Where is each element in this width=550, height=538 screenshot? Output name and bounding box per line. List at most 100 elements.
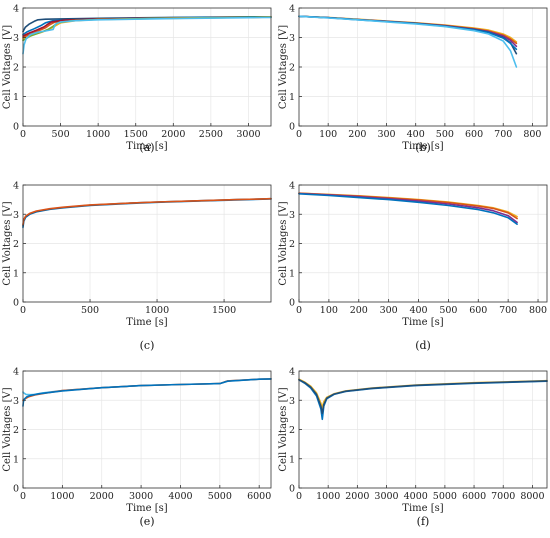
y-tick-label: 4	[289, 4, 295, 15]
x-tick-label: 0	[20, 305, 26, 316]
x-tick-label: 600	[469, 305, 487, 316]
x-tick-label: 100	[319, 129, 337, 140]
y-tick-label: 3	[13, 210, 19, 221]
y-tick-label: 0	[13, 298, 19, 309]
x-tick-label: 8000	[520, 491, 544, 502]
x-axis-label: Time [s]	[402, 141, 443, 152]
y-tick-label: 4	[13, 4, 19, 15]
y-tick-label: 0	[289, 298, 295, 309]
x-tick-label: 0	[20, 129, 26, 140]
y-tick-label: 3	[13, 33, 19, 44]
x-tick-label: 700	[499, 305, 517, 316]
y-tick-label: 1	[289, 454, 295, 465]
y-tick-label: 1	[289, 268, 295, 279]
y-axis-label: Cell Voltages [V]	[2, 387, 13, 471]
x-tick-label: 800	[529, 305, 547, 316]
x-tick-label: 1500	[212, 305, 236, 316]
x-tick-label: 5000	[208, 491, 232, 502]
y-axis-label: Cell Voltages [V]	[278, 25, 289, 109]
x-tick-label: 0	[296, 305, 302, 316]
x-tick-label: 500	[436, 129, 454, 140]
chart-panel-a: 0 500 1000 1500 2000 2500 3000 0 1 2 3 4 Time [s] Cel…	[2, 4, 272, 154]
x-tick-label: 0	[296, 491, 302, 502]
x-tick-label: 4000	[404, 491, 428, 502]
y-tick-label: 3	[289, 33, 295, 44]
panel-caption: (c)	[140, 339, 155, 352]
series-line	[22, 198, 272, 229]
x-axis-label: Time [s]	[402, 317, 443, 328]
series-line	[298, 192, 518, 218]
x-tick-label: 400	[409, 305, 427, 316]
y-axis-label: Cell Voltages [V]	[278, 387, 289, 471]
series-line	[22, 378, 272, 402]
y-tick-label: 4	[289, 181, 295, 192]
x-tick-label: 1000	[316, 491, 340, 502]
y-tick-label: 2	[289, 63, 295, 74]
x-tick-label: 2000	[161, 129, 185, 140]
y-axis-label: Cell Voltages [V]	[2, 201, 13, 285]
x-tick-label: 200	[350, 305, 368, 316]
series-line	[298, 15, 518, 43]
x-tick-label: 300	[380, 305, 398, 316]
x-tick-label: 500	[439, 305, 457, 316]
x-tick-label: 400	[407, 129, 425, 140]
x-tick-label: 1500	[124, 129, 148, 140]
panel-caption: (b)	[415, 141, 431, 154]
panel-caption: (f)	[417, 515, 430, 528]
x-tick-label: 100	[320, 305, 338, 316]
x-tick-label: 6000	[247, 491, 271, 502]
x-tick-label: 2500	[199, 129, 223, 140]
y-tick-label: 0	[289, 122, 295, 133]
x-tick-label: 6000	[462, 491, 486, 502]
y-axis-label: Cell Voltages [V]	[2, 25, 13, 109]
x-tick-label: 500	[81, 305, 99, 316]
y-tick-label: 0	[13, 122, 19, 133]
x-axis-label: Time [s]	[126, 503, 167, 514]
x-tick-label: 3000	[374, 491, 398, 502]
series-line	[22, 378, 272, 407]
y-tick-label: 2	[289, 239, 295, 250]
y-tick-label: 1	[13, 454, 19, 465]
series-line	[298, 15, 518, 45]
panel-caption: (d)	[415, 339, 431, 352]
x-tick-label: 5000	[433, 491, 457, 502]
series-line	[22, 16, 272, 37]
y-tick-label: 3	[289, 210, 295, 221]
x-tick-label: 1000	[86, 129, 110, 140]
y-tick-label: 3	[289, 396, 295, 407]
x-tick-label: 0	[20, 491, 26, 502]
chart-panel-f: 0 1000 2000 3000 4000 5000 6000 7000 8000 0 1 2 3 4 Ti…	[278, 367, 548, 528]
y-tick-label: 3	[13, 396, 19, 407]
x-axis-label: Time [s]	[402, 503, 443, 514]
x-tick-label: 4000	[168, 491, 192, 502]
y-tick-label: 0	[289, 484, 295, 495]
x-tick-label: 200	[348, 129, 366, 140]
chart-panel-b: 0 100 200 300 400 500 600 700 800 0 1 2 3 4 Time [s] Ce…	[278, 4, 548, 154]
x-axis-label: Time [s]	[126, 317, 167, 328]
y-tick-label: 2	[13, 63, 19, 74]
series-line	[22, 16, 272, 55]
x-tick-label: 500	[52, 129, 70, 140]
x-tick-label: 700	[494, 129, 512, 140]
x-tick-label: 2000	[90, 491, 114, 502]
x-tick-label: 2000	[345, 491, 369, 502]
series-line	[22, 197, 272, 226]
y-tick-label: 4	[13, 181, 19, 192]
y-tick-label: 2	[13, 425, 19, 436]
series-line	[298, 193, 518, 225]
y-tick-label: 0	[13, 484, 19, 495]
chart-panel-c: 0 500 1000 1500 0 1 2 3 4 Time [s] Cell Voltages […	[2, 181, 272, 352]
x-axis-label: Time [s]	[126, 141, 167, 152]
y-tick-label: 4	[289, 367, 295, 378]
panel-caption: (a)	[139, 141, 154, 154]
x-tick-label: 7000	[491, 491, 515, 502]
y-tick-label: 1	[13, 268, 19, 279]
y-tick-label: 2	[289, 425, 295, 436]
x-tick-label: 1000	[50, 491, 74, 502]
y-tick-label: 2	[13, 239, 19, 250]
x-tick-label: 800	[523, 129, 541, 140]
panel-caption: (e)	[139, 515, 154, 528]
x-tick-label: 600	[465, 129, 483, 140]
x-tick-label: 3000	[236, 129, 260, 140]
